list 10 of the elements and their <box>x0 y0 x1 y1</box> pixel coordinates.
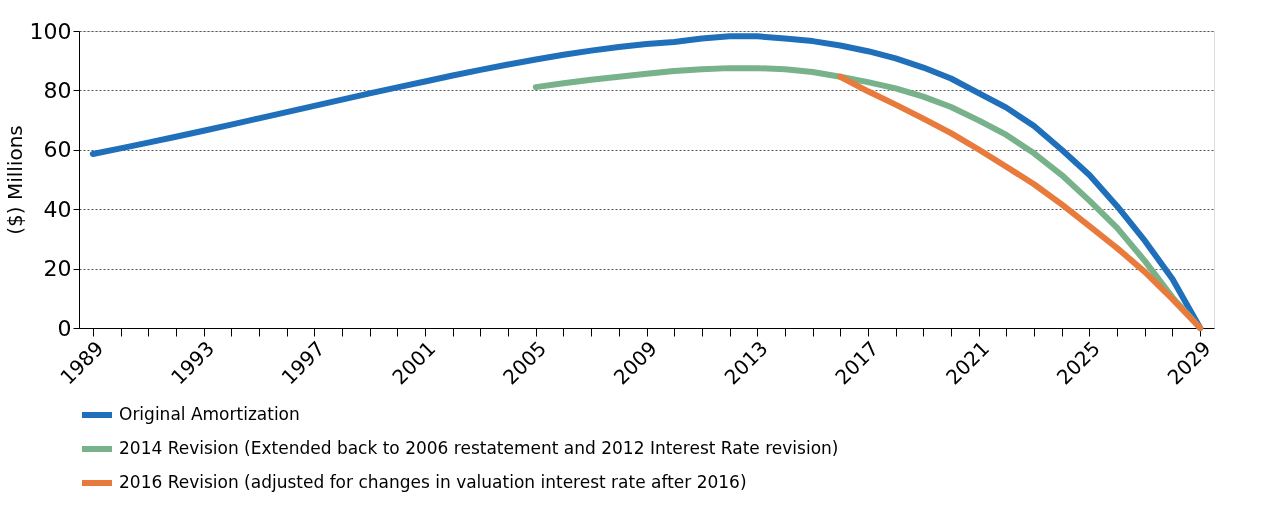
y-tick-label: 0 <box>57 315 72 341</box>
legend-label: 2014 Revision (Extended back to 2006 restatement and 2012 Interest Rate revision) <box>119 438 839 458</box>
y-tick-label: 60 <box>43 137 72 163</box>
legend-label: Original Amortization <box>119 404 300 424</box>
y-tick-label: 80 <box>43 77 72 103</box>
y-tick-label: 20 <box>43 256 72 282</box>
y-axis-title: ($) Millions <box>2 125 27 235</box>
y-tick-label: 40 <box>43 196 72 222</box>
y-tick-label: 100 <box>29 18 72 44</box>
legend-label: 2016 Revision (adjusted for changes in valuation interest rate after 2016) <box>119 472 747 492</box>
